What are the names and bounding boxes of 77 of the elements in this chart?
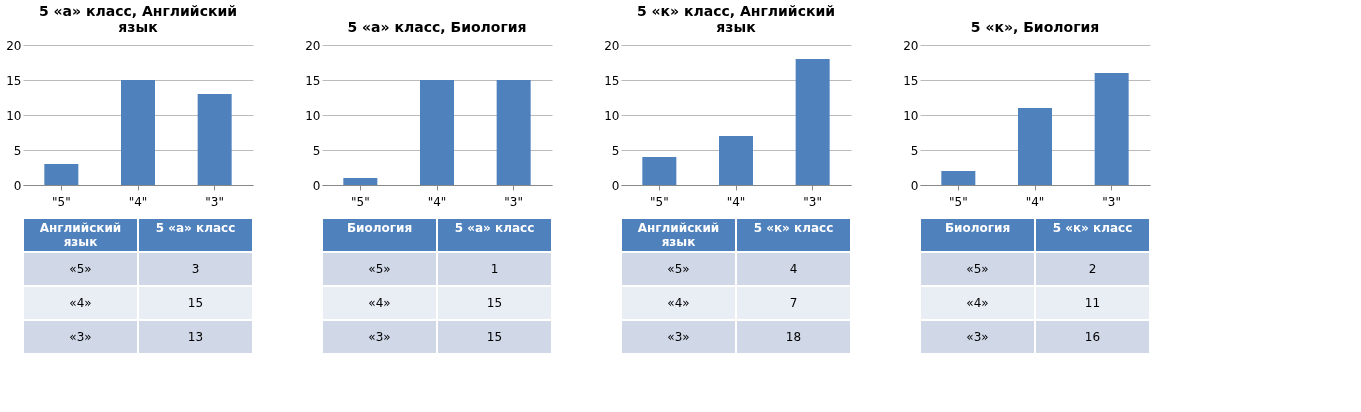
x-tick-label: "5" <box>51 194 71 209</box>
text: «5» <box>368 262 391 276</box>
y-tick-label: 0 <box>910 178 919 193</box>
y-tick-label: 15 <box>305 73 321 88</box>
text: 5 «к» класс <box>1052 221 1133 235</box>
bar <box>941 171 976 185</box>
text: 16 <box>1084 330 1101 344</box>
text: «4» <box>667 296 690 310</box>
y-tick-label: 15 <box>903 73 919 88</box>
y-tick-label: 10 <box>903 108 919 123</box>
bar <box>719 136 753 185</box>
x-tick-label: "5" <box>350 194 370 209</box>
x-tick-label: "4" <box>427 194 447 209</box>
text: 5 «а» класс <box>454 221 535 235</box>
x-tick-label: "3" <box>1102 194 1122 209</box>
y-tick-label: 15 <box>604 73 620 88</box>
y-tick-label: 20 <box>6 38 22 53</box>
text: 2 <box>1088 262 1097 276</box>
x-tick-label: "5" <box>948 194 968 209</box>
text: «4» <box>368 296 391 310</box>
x-tick-label: "3" <box>504 194 524 209</box>
text: «3» <box>69 330 92 344</box>
text: «3» <box>667 330 690 344</box>
chart-title: 5 «а» класс, Английский язык <box>38 3 238 35</box>
text: 5 «к» класс <box>753 221 834 235</box>
text: Английский язык <box>39 221 122 249</box>
y-tick-label: 0 <box>611 178 620 193</box>
y-tick-label: 5 <box>910 143 919 158</box>
x-tick-label: "4" <box>726 194 746 209</box>
text: «3» <box>966 330 989 344</box>
y-tick-label: 5 <box>611 143 620 158</box>
text: «5» <box>667 262 690 276</box>
bar <box>121 80 155 185</box>
bar <box>1018 108 1052 185</box>
bar <box>197 94 232 185</box>
y-tick-label: 10 <box>305 108 321 123</box>
text: 15 <box>486 296 503 310</box>
text: «5» <box>966 262 989 276</box>
x-tick-label: "4" <box>128 194 148 209</box>
text: 7 <box>789 296 798 310</box>
text: 15 <box>486 330 503 344</box>
x-tick-label: "5" <box>649 194 669 209</box>
text: 4 <box>789 262 798 276</box>
y-tick-label: 5 <box>312 143 321 158</box>
x-tick-label: "3" <box>803 194 823 209</box>
text: Биология <box>346 221 413 235</box>
x-tick-label: "3" <box>205 194 225 209</box>
text: «4» <box>966 296 989 310</box>
text: 11 <box>1084 296 1101 310</box>
text: 1 <box>490 262 499 276</box>
text: 18 <box>785 330 802 344</box>
text: 5 «а» класс <box>155 221 236 235</box>
y-tick-label: 10 <box>604 108 620 123</box>
y-tick-label: 0 <box>13 178 22 193</box>
text: 15 <box>187 296 204 310</box>
y-tick-label: 10 <box>6 108 22 123</box>
text: «3» <box>368 330 391 344</box>
chart-title: 5 «к» класс, Английский язык <box>636 3 836 35</box>
chart-title: 5 «а» класс, Биология <box>347 19 527 35</box>
bar <box>44 164 79 185</box>
text: 3 <box>191 262 200 276</box>
bar <box>642 157 677 185</box>
bar <box>795 59 830 185</box>
text: 13 <box>187 330 204 344</box>
x-tick-label: "4" <box>1025 194 1045 209</box>
text: Английский язык <box>637 221 720 249</box>
y-tick-label: 5 <box>13 143 22 158</box>
text: «5» <box>69 262 92 276</box>
y-tick-label: 15 <box>6 73 22 88</box>
y-tick-label: 0 <box>312 178 321 193</box>
text: Биология <box>944 221 1011 235</box>
chart-title: 5 «к», Биология <box>970 19 1100 35</box>
y-tick-label: 20 <box>903 38 919 53</box>
y-tick-label: 20 <box>604 38 620 53</box>
bar <box>1094 73 1129 185</box>
y-tick-label: 20 <box>305 38 321 53</box>
text: «4» <box>69 296 92 310</box>
